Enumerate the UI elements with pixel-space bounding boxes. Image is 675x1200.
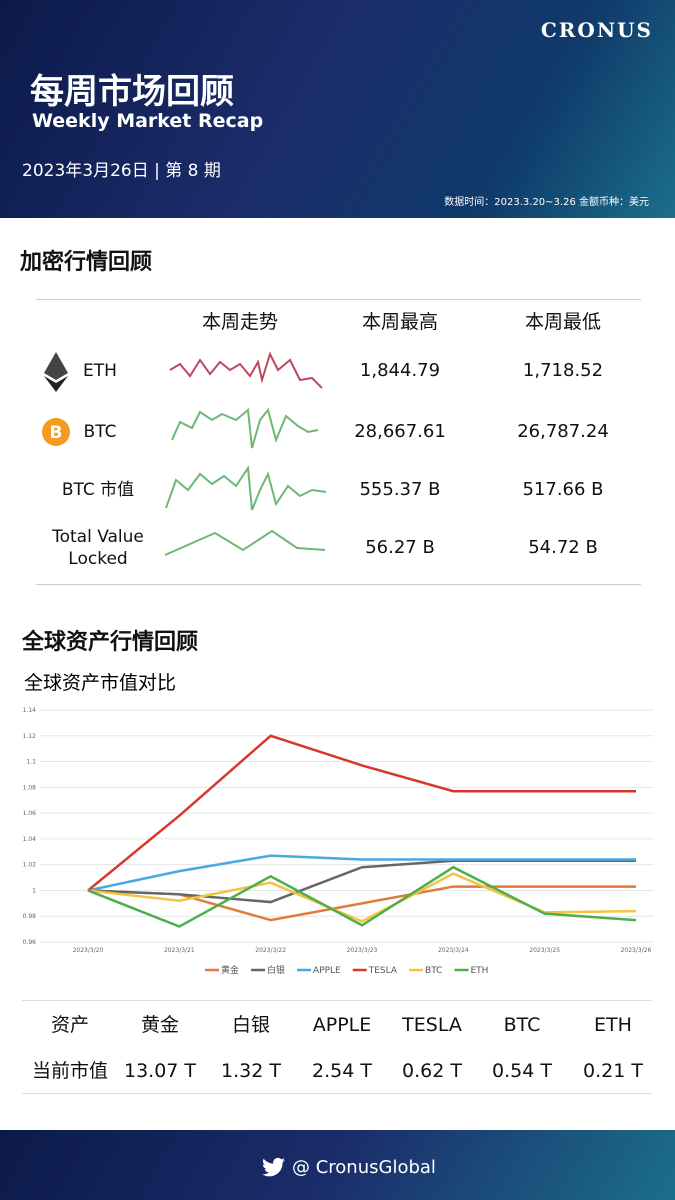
footer: @ CronusGlobal xyxy=(0,1130,675,1200)
y-tick-label: 0.96 xyxy=(23,939,37,946)
line xyxy=(87,865,637,928)
cell-value: 1.32 T xyxy=(221,1060,281,1082)
chart-title: 全球资产市值对比 xyxy=(24,672,177,694)
divider xyxy=(22,1093,652,1094)
icons: B xyxy=(42,351,327,556)
x-tick-label: 2023/3/24 xyxy=(438,947,469,954)
column-header: 资产 xyxy=(50,1014,90,1036)
row-label: ETH xyxy=(83,361,117,381)
section-title: 加密行情回顾 xyxy=(20,250,153,275)
column-header: 白银 xyxy=(231,1014,271,1036)
legend-label: 白银 xyxy=(267,964,285,976)
cell-value: 0.21 T xyxy=(583,1060,643,1082)
y-tick-label: 1.1 xyxy=(26,759,36,766)
btc-icon: B xyxy=(50,423,63,443)
cell-value: 1,844.79 xyxy=(359,360,441,381)
sparkline xyxy=(165,465,327,511)
column-header: APPLE xyxy=(312,1014,372,1036)
x-tick-label: 2023/3/23 xyxy=(347,947,378,954)
column-header: 黄金 xyxy=(140,1014,180,1036)
row-label: BTC 市值 xyxy=(61,480,135,500)
line xyxy=(87,859,636,904)
x-tick-label: 2023/3/22 xyxy=(255,947,286,954)
y-tick-label: 1.14 xyxy=(23,707,37,714)
column-header: 本周最高 xyxy=(361,311,439,333)
sparkline xyxy=(164,529,326,556)
legend-label: 黄金 xyxy=(221,964,239,976)
divider xyxy=(36,584,641,585)
title-en: Weekly Market Recap xyxy=(32,110,264,132)
y-tick-label: 1.04 xyxy=(23,836,37,843)
x-tick-label: 2023/3/26 xyxy=(621,947,652,954)
legend-label: ETH xyxy=(470,966,488,976)
line xyxy=(87,854,636,892)
cell-value: 2.54 T xyxy=(312,1060,372,1082)
twitter-handle[interactable]: @ CronusGlobal xyxy=(292,1157,436,1178)
cell-value: 0.54 T xyxy=(492,1060,552,1082)
sparkline xyxy=(169,351,323,389)
logo: CRONUS xyxy=(540,18,653,42)
legend-label: TESLA xyxy=(368,966,398,976)
issue: 2023年3月26日 | 第 8 期 xyxy=(22,161,221,181)
y-tick-label: 1.06 xyxy=(23,810,37,817)
line xyxy=(87,734,636,892)
title-cn: 每周市场回顾 xyxy=(30,72,234,112)
cell-value: 54.72 B xyxy=(528,537,598,558)
column-header: 本周走势 xyxy=(201,311,279,333)
x-tick-label: 2023/3/21 xyxy=(164,947,195,954)
column-header: 本周最低 xyxy=(524,311,602,333)
cell-value: 13.07 T xyxy=(123,1060,197,1082)
btc-icon xyxy=(42,418,70,446)
column-header: BTC xyxy=(503,1014,541,1036)
y-tick-label: 1.08 xyxy=(23,784,37,791)
eth-icon xyxy=(44,376,68,392)
cell-value: 56.27 B xyxy=(365,537,435,558)
cell-value: 555.37 B xyxy=(359,479,441,500)
column-header: ETH xyxy=(594,1014,632,1036)
legend-label: APPLE xyxy=(313,966,341,976)
chart: 0.96 0.98 1 1.02 1.04 1.06 1.08 1.1 1.12 1.14 2023… xyxy=(23,707,654,976)
y-tick-label: 1.12 xyxy=(23,733,37,740)
row-label: Total Value Locked xyxy=(52,527,144,569)
y-tick-label: 0.98 xyxy=(23,913,37,920)
column-header: TESLA xyxy=(402,1014,462,1036)
x-tick-label: 2023/3/25 xyxy=(529,947,560,954)
divider xyxy=(22,1000,652,1001)
section-title: 全球资产行情回顾 xyxy=(22,630,199,655)
legend-label: BTC xyxy=(425,966,442,976)
header: CRONUS 每周市场回顾 Weekly Market Recap 2023年3… xyxy=(0,0,675,218)
row-label: BTC xyxy=(83,422,117,442)
twitter-icon xyxy=(262,1157,285,1177)
y-tick-label: 1.02 xyxy=(23,862,37,869)
sparkline xyxy=(171,407,319,449)
cell-value: 26,787.24 xyxy=(517,421,609,442)
divider xyxy=(36,299,641,300)
data-note: 数据时间：2023.3.20~3.26 金额币种：美元 xyxy=(444,197,649,208)
cell-value: 0.62 T xyxy=(402,1060,462,1082)
cell-value: 当前市值 xyxy=(31,1060,109,1082)
cell-value: 1,718.52 xyxy=(522,360,604,381)
y-tick-label: 1 xyxy=(32,887,36,894)
eth-icon xyxy=(44,352,68,380)
x-tick-label: 2023/3/20 xyxy=(73,947,104,954)
cell-value: 28,667.61 xyxy=(354,421,446,442)
cell-value: 517.66 B xyxy=(522,479,604,500)
